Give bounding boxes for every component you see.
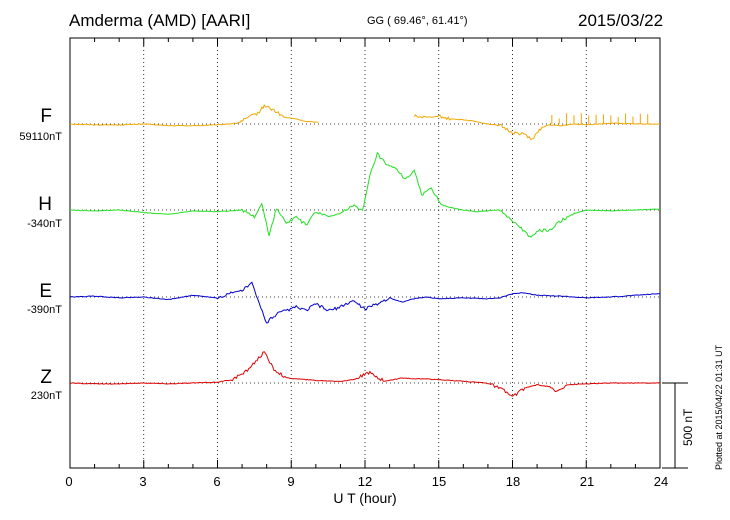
series-line-f [413,114,661,141]
station-coordinates: GG ( 69.46°, 61.41°) [367,15,468,27]
scale-bar-label: 500 nT [681,408,695,446]
x-tick-label: 9 [287,474,295,489]
series-label-z: Z [40,367,52,388]
x-tick-label: 6 [213,474,221,489]
series-line-e [69,281,661,324]
series-label-f: F [40,106,52,127]
series-baseline-z: 230nT [30,390,62,402]
x-axis-label: U T (hour) [333,490,397,506]
series-line-h [70,151,661,238]
series-baseline-h: -340nT [27,218,62,230]
x-tick-label: 15 [431,474,447,489]
station-title: Amderma (AMD) [AARI] [69,11,251,30]
series-line-f [69,103,319,127]
series-baseline-e: -390nT [27,304,62,316]
plot-date: 2015/03/22 [578,11,664,30]
series-label-e: E [39,281,52,302]
plotted-timestamp: Plotted at 2015/04/22 01:31 UT [714,344,724,470]
x-tick-label: 12 [357,474,373,489]
x-tick-label: 0 [65,474,73,489]
x-tick-label: 18 [505,474,521,489]
series-baseline-f: 59110nT [19,131,62,143]
x-tick-label: 24 [653,474,669,489]
series-label-h: H [38,194,52,215]
x-tick-label: 21 [579,474,595,489]
x-tick-label: 3 [139,474,147,489]
series-line-z [69,351,660,397]
